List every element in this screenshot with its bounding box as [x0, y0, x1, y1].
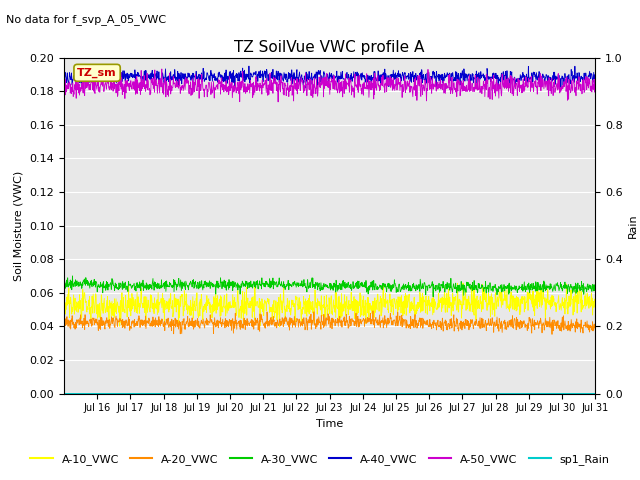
Y-axis label: Soil Moisture (VWC): Soil Moisture (VWC) — [14, 170, 24, 281]
X-axis label: Time: Time — [316, 419, 343, 429]
Text: TZ_sm: TZ_sm — [77, 68, 117, 78]
Title: TZ SoilVue VWC profile A: TZ SoilVue VWC profile A — [234, 40, 425, 55]
Y-axis label: Rain: Rain — [628, 213, 638, 238]
Legend: A-10_VWC, A-20_VWC, A-30_VWC, A-40_VWC, A-50_VWC, sp1_Rain: A-10_VWC, A-20_VWC, A-30_VWC, A-40_VWC, … — [26, 450, 614, 469]
Text: No data for f_svp_A_05_VWC: No data for f_svp_A_05_VWC — [6, 14, 166, 25]
